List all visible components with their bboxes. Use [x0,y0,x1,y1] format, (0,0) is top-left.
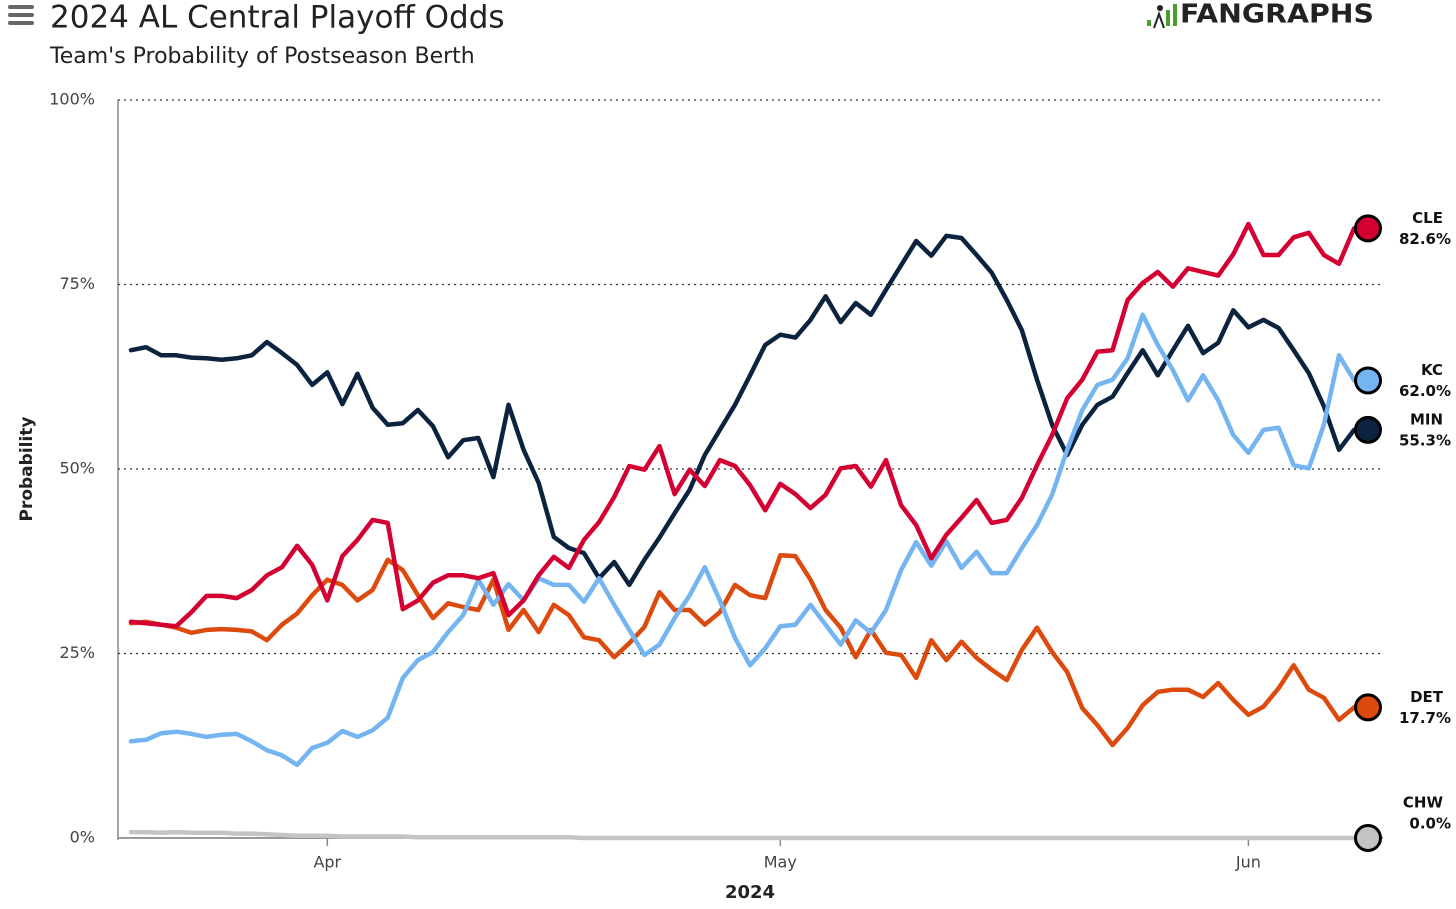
y-tick-label: 50% [59,459,95,478]
end-marker [1354,824,1382,852]
end-marker [1354,214,1382,243]
legend-label: MIN [1410,410,1443,428]
logo: FANGRAPHS [1180,0,1374,30]
y-tick-label: 100% [49,90,95,109]
x-tick-label: May [764,853,797,872]
legend-label: CLE [1412,209,1443,227]
end-marker [1354,415,1382,444]
value-label: 55.3% [1399,431,1451,449]
end-marker [1354,366,1382,395]
chart-subtitle: Team's Probability of Postseason Berth [49,44,475,69]
menu-icon[interactable] [8,5,34,25]
series-line [128,233,1357,588]
chart-title: 2024 AL Central Playoff Odds [50,0,505,36]
value-label: 0.0% [1409,815,1451,833]
legend-label: KC [1421,361,1443,379]
value-label: 82.6% [1399,230,1451,248]
end-marker [1354,693,1382,722]
x-tick-label: Jun [1235,853,1261,872]
y-tick-label: 75% [59,274,95,293]
logo-icon [1147,4,1177,29]
series-line [128,221,1357,629]
series-line [128,312,1357,768]
x-tick-label: Apr [313,853,341,872]
y-tick-label: 25% [59,643,95,662]
y-tick-label: 0% [70,828,95,847]
x-axis-label: 2024 [725,882,775,903]
legend-label: CHW [1403,794,1444,812]
value-label: 17.7% [1399,709,1451,727]
y-axis-label: Probability [17,416,37,521]
legend-label: DET [1410,688,1444,706]
value-label: 62.0% [1399,382,1451,400]
series-line [128,829,1357,841]
